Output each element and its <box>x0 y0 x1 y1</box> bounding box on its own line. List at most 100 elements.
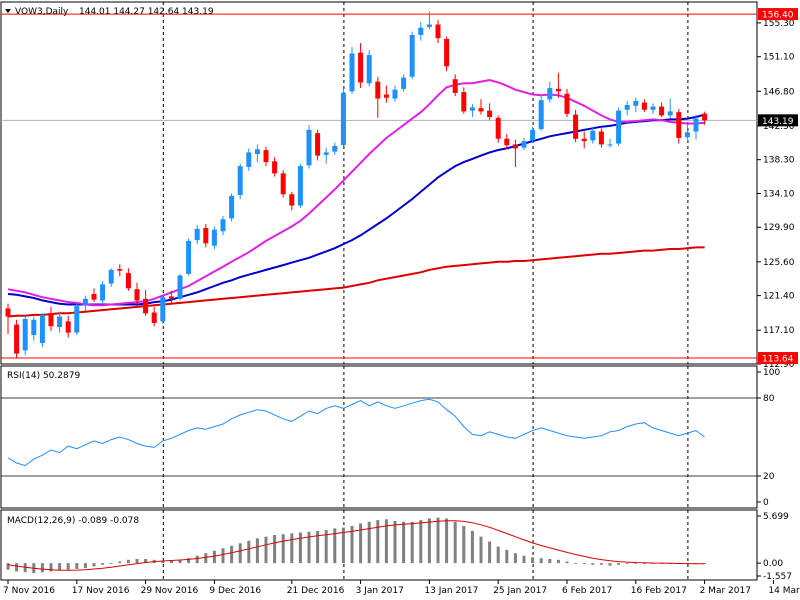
x-tick-label: 29 Nov 2016 <box>141 586 199 596</box>
macd-histogram-bar <box>169 560 173 564</box>
macd-histogram-bar <box>333 528 337 564</box>
candle-body <box>272 161 278 174</box>
candle-body <box>555 88 561 92</box>
symbol-dropdown-icon[interactable] <box>5 9 11 13</box>
macd-histogram-bar <box>298 532 302 564</box>
candle-body <box>186 240 192 274</box>
macd-histogram-bar <box>92 563 96 567</box>
candle-body <box>203 228 209 244</box>
macd-histogram-bar <box>359 523 363 564</box>
candle-body <box>117 269 123 271</box>
macd-histogram-bar <box>625 563 629 564</box>
candle-body <box>108 269 114 284</box>
y-tick-label: 100 <box>763 368 780 378</box>
macd-histogram-bar <box>221 548 225 564</box>
x-tick-label: 25 Jan 2017 <box>493 586 547 596</box>
candle-body <box>31 319 37 336</box>
y-tick-label: 5.699 <box>763 512 789 522</box>
symbol-label: VOW3,Daily <box>15 7 69 17</box>
x-axis: 7 Nov 2016 17 Nov 2016 29 Nov 2016 9 Dec 20… <box>3 580 800 596</box>
candle-body <box>263 150 269 163</box>
macd-histogram-bar <box>384 519 388 564</box>
candle-body <box>5 308 11 317</box>
candle-body <box>237 166 243 196</box>
candle-body <box>478 108 484 112</box>
candle-body <box>143 298 149 314</box>
candle-body <box>211 229 217 246</box>
macd-histogram-bar <box>273 535 277 564</box>
y-tick-label: 142.50 <box>763 122 795 132</box>
candle-body <box>452 79 458 93</box>
macd-histogram-bar <box>376 520 380 564</box>
candle-body <box>366 55 372 84</box>
y-tick-label: 129.90 <box>763 223 795 233</box>
macd-histogram-bar <box>634 563 638 564</box>
x-tick-label: 16 Feb 2017 <box>631 586 687 596</box>
candle-body <box>57 316 63 327</box>
candle-body <box>581 138 587 142</box>
moving-average-fast-line <box>7 78 705 307</box>
candle-body <box>607 144 613 146</box>
macd-histogram-bar <box>350 525 354 564</box>
candle-body <box>306 129 312 166</box>
macd-histogram-bar <box>307 531 311 564</box>
macd-histogram-bar <box>195 555 199 564</box>
macd-histogram-bar <box>101 563 105 565</box>
macd-histogram-bar <box>367 521 371 564</box>
price-level-badge-label: 156.40 <box>762 11 794 21</box>
candle-body <box>297 166 303 206</box>
macd-histogram-bar <box>212 550 216 564</box>
candle-body <box>358 52 364 83</box>
x-tick-label: 3 Jan 2017 <box>356 586 404 596</box>
macd-histogram-bar <box>419 520 423 564</box>
candle-body <box>220 219 226 232</box>
macd-histogram-bar <box>281 534 285 564</box>
macd-histogram-bar <box>462 525 466 564</box>
x-tick-label: 13 Jan 2017 <box>424 586 478 596</box>
macd-histogram-bar <box>144 558 148 564</box>
candle-body <box>590 130 596 141</box>
candle-body <box>39 314 45 344</box>
rsi-panel-frame <box>0 365 758 509</box>
y-tick-label: -1.557 <box>763 572 792 582</box>
candle-body <box>375 81 381 99</box>
macd-histogram-bar <box>187 558 191 564</box>
x-tick-label: 17 Nov 2016 <box>72 586 130 596</box>
macd-histogram-bar <box>341 527 345 564</box>
macd-histogram-bar <box>238 543 242 564</box>
macd-histogram-bar <box>40 563 44 573</box>
macd-histogram-bar <box>230 545 234 564</box>
candle-body <box>461 92 467 112</box>
price-panel: 155.30 151.10 146.80 142.50 138.30 134.10 129.… <box>0 1 798 370</box>
moving-average-mid-line <box>7 113 705 306</box>
candle-body <box>289 194 295 206</box>
macd-histogram-bar <box>290 533 294 564</box>
macd-histogram-bar <box>247 540 251 564</box>
macd-histogram-bar <box>531 557 535 564</box>
candle-body <box>495 117 501 139</box>
macd-histogram-bar <box>264 536 268 564</box>
candle-body <box>340 92 346 146</box>
candle-body <box>667 111 673 116</box>
candle-body <box>332 145 338 152</box>
macd-histogram-bar <box>58 563 62 571</box>
candle-body <box>134 289 140 301</box>
macd-histogram-bar <box>402 521 406 564</box>
moving-average-slow-line <box>7 246 705 318</box>
macd-histogram-bar <box>75 563 79 569</box>
macd-histogram-bar <box>608 563 612 566</box>
y-tick-label: 112.90 <box>763 360 795 370</box>
y-tick-label: 146.80 <box>763 87 795 97</box>
candle-body <box>254 149 260 155</box>
x-tick-label: 7 Nov 2016 <box>3 586 55 596</box>
candle-body <box>177 275 183 299</box>
x-tick-label: 6 Feb 2017 <box>562 586 612 596</box>
candle-body <box>91 294 97 300</box>
candle-body <box>598 131 604 145</box>
candle-body <box>22 318 28 351</box>
price-level-badge <box>758 352 798 365</box>
candle-body <box>444 39 450 67</box>
macd-histogram-bar <box>6 563 10 570</box>
candle-body <box>246 152 252 167</box>
